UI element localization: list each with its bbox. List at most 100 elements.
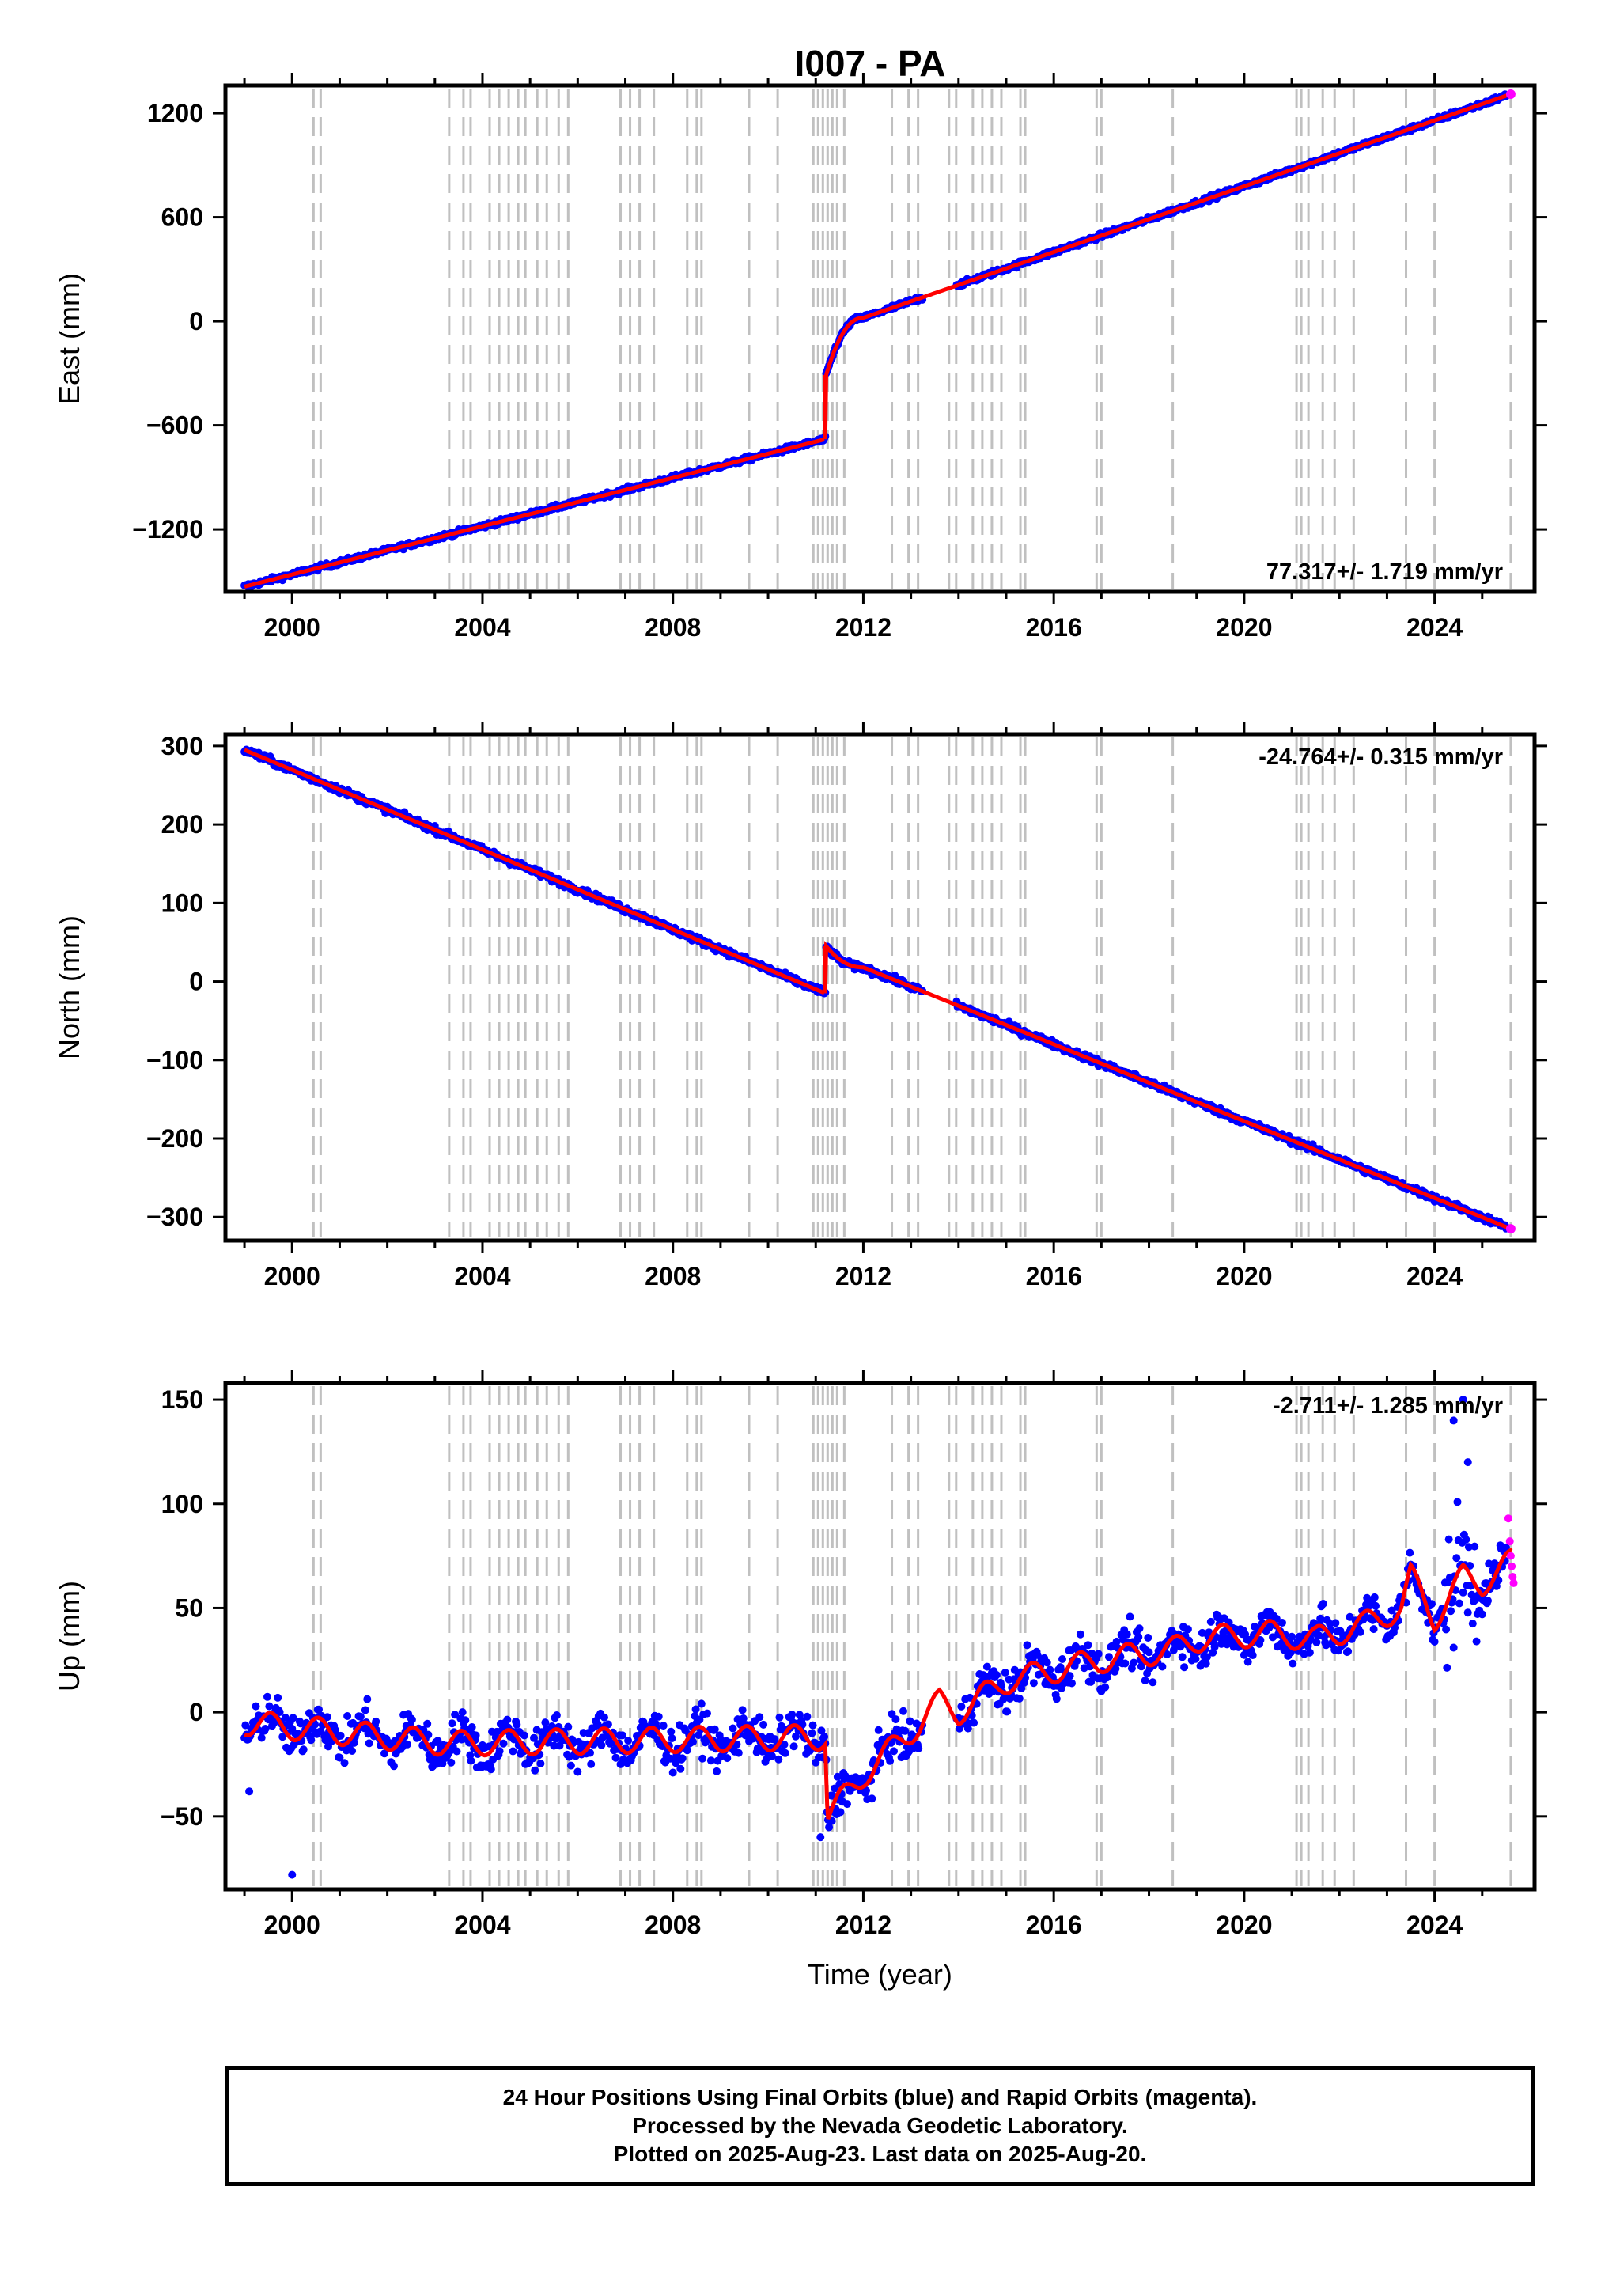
data-point-up — [541, 1718, 550, 1727]
data-point-up — [1468, 1620, 1477, 1628]
y-tick-label: 0 — [189, 968, 203, 996]
data-point-up — [781, 1749, 789, 1757]
data-point-up — [890, 1747, 898, 1756]
data-point-up — [1248, 1651, 1257, 1659]
data-point-up — [1472, 1637, 1481, 1646]
outlier-point-up — [816, 1833, 825, 1842]
data-point-up — [257, 1733, 266, 1742]
data-point-up — [836, 1808, 845, 1817]
data-point-up — [471, 1731, 480, 1740]
x-tick-label: 2012 — [835, 1911, 891, 1939]
data-point-up — [874, 1726, 883, 1734]
plot-frame-east — [223, 83, 1537, 594]
data-point-up — [520, 1731, 528, 1740]
data-point-up — [274, 1693, 282, 1702]
data-point-up — [365, 1739, 373, 1748]
y-axis-label-up: Up (mm) — [53, 1581, 85, 1692]
data-point-up — [336, 1731, 345, 1740]
data-point-up — [1455, 1599, 1463, 1608]
y-tick-label: 50 — [175, 1593, 203, 1622]
data-point-up — [1145, 1648, 1153, 1657]
data-point-up — [1316, 1614, 1325, 1623]
data-point-up — [1452, 1554, 1461, 1563]
data-point-up — [1370, 1593, 1379, 1601]
data-point-up — [356, 1712, 365, 1721]
data-point-up — [624, 1737, 633, 1745]
model-line-segment — [244, 748, 826, 995]
data-point-up — [703, 1709, 711, 1718]
data-point-up — [423, 1719, 432, 1728]
data-point-up — [1043, 1658, 1051, 1667]
data-point-up — [403, 1740, 411, 1749]
data-point-up — [668, 1768, 677, 1777]
data-point-up — [1001, 1669, 1009, 1677]
model-line-segment — [823, 92, 1513, 440]
footer-line-processed: Processed by the Nevada Geodetic Laborat… — [632, 2113, 1128, 2138]
model-line-east — [244, 92, 1513, 589]
data-point-up — [1444, 1535, 1453, 1544]
data-point-up — [755, 1713, 764, 1722]
x-tick-label: 2008 — [645, 613, 701, 642]
data-point-up — [1144, 1634, 1152, 1642]
outlier-point-up — [245, 1787, 254, 1796]
x-tick-label: 2020 — [1216, 613, 1272, 642]
data-point-up — [1344, 1647, 1353, 1656]
data-point-up — [499, 1739, 508, 1748]
data-point-up — [1443, 1663, 1451, 1672]
data-points-up — [240, 1396, 1510, 1879]
data-point-up — [1134, 1633, 1143, 1642]
data-point-up — [1331, 1619, 1340, 1627]
data-point-up — [1319, 1600, 1327, 1608]
footer-caption-box: 24 Hour Positions Using Final Orbits (bl… — [225, 2066, 1535, 2186]
y-tick-label: −100 — [146, 1046, 203, 1074]
rapid-point — [1504, 1514, 1512, 1523]
data-point-up — [738, 1706, 747, 1714]
y-tick-label: 100 — [161, 1490, 203, 1518]
x-tick-label: 2012 — [835, 1262, 891, 1290]
x-tick-label: 2012 — [835, 613, 891, 642]
rate-label-up: -2.711+/- 1.285 mm/yr — [1273, 1393, 1503, 1419]
x-tick-label: 2020 — [1216, 1911, 1272, 1939]
figure-title: I007 - PA — [795, 43, 946, 84]
data-point-up — [1135, 1624, 1144, 1633]
y-tick-label: 600 — [161, 203, 203, 232]
footer-line-orbits: 24 Hour Positions Using Final Orbits (bl… — [502, 2085, 1258, 2109]
footer-line-plotted: Plotted on 2025-Aug-23. Last data on 202… — [613, 2142, 1147, 2166]
data-point-up — [1305, 1648, 1314, 1657]
data-points-north — [240, 745, 1510, 1233]
y-tick-label: −300 — [146, 1203, 203, 1231]
y-axis-label-east: East (mm) — [53, 273, 85, 404]
data-point-up — [566, 1761, 575, 1770]
data-point-up — [503, 1715, 512, 1724]
data-point-up — [788, 1711, 797, 1719]
data-point-up — [597, 1741, 606, 1749]
data-point-up — [659, 1722, 668, 1730]
y-tick-label: −50 — [161, 1802, 203, 1831]
rate-label-east: 77.317+/- 1.719 mm/yr — [1266, 559, 1503, 585]
data-point-up — [1029, 1679, 1038, 1688]
rapid-point — [1508, 1562, 1516, 1570]
x-tick-label: 2024 — [1406, 613, 1463, 642]
data-point-up — [1369, 1625, 1378, 1634]
data-point-up — [891, 1715, 900, 1724]
x-tick-label: 2000 — [264, 1911, 320, 1939]
y-tick-label: −600 — [146, 411, 203, 440]
outlier-point-up — [288, 1870, 297, 1879]
data-point-up — [573, 1767, 582, 1776]
rate-label-north: -24.764+/- 0.315 mm/yr — [1258, 744, 1503, 770]
data-point-up — [1101, 1683, 1110, 1692]
data-point-up — [458, 1708, 467, 1717]
data-point-up — [1447, 1607, 1455, 1616]
x-tick-label: 2016 — [1026, 1262, 1082, 1290]
data-point-up — [1023, 1641, 1031, 1650]
data-point-up — [363, 1695, 372, 1703]
x-tick-label: 2004 — [454, 613, 510, 642]
data-point-up — [1122, 1630, 1131, 1639]
rapid-point — [1505, 1537, 1514, 1546]
data-point-up — [1430, 1638, 1439, 1646]
x-tick-label: 2024 — [1406, 1262, 1463, 1290]
data-point-up — [1478, 1610, 1486, 1619]
x-tick-label: 2020 — [1216, 1262, 1272, 1290]
data-point-up — [467, 1723, 476, 1731]
